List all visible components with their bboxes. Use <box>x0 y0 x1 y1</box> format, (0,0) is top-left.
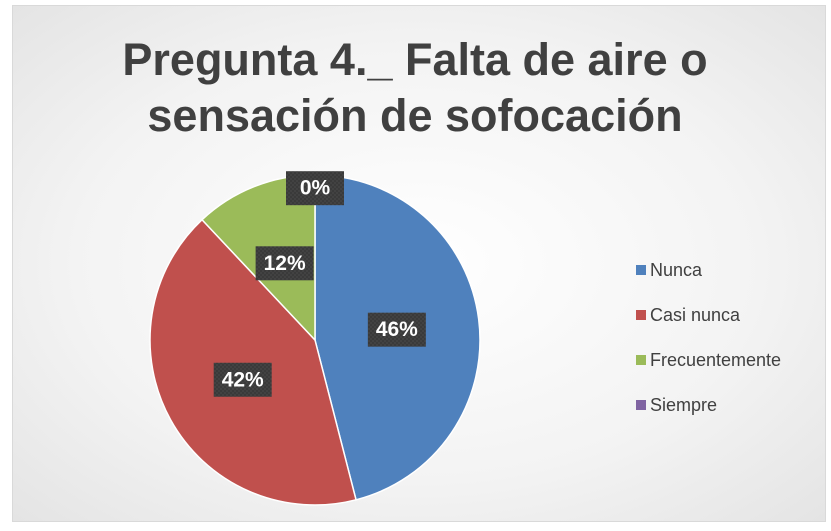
legend-swatch <box>636 310 646 320</box>
data-label: 0% <box>300 177 331 200</box>
data-label-box <box>255 246 314 281</box>
data-label-box <box>286 171 344 206</box>
legend-label: Nunca <box>650 260 703 280</box>
data-label: 46% <box>376 318 418 341</box>
legend-swatch <box>636 400 646 410</box>
data-label-box <box>213 362 272 397</box>
legend-label: Frecuentemente <box>650 350 781 370</box>
legend-label: Casi nunca <box>650 305 741 325</box>
data-label-box <box>367 312 426 347</box>
chart-title: Pregunta 4._ Falta de aire o sensación d… <box>122 34 708 141</box>
data-label: 12% <box>264 252 306 275</box>
data-label: 42% <box>222 368 264 391</box>
legend-label: Siempre <box>650 395 717 415</box>
legend-swatch <box>636 355 646 365</box>
pie-slice <box>149 218 357 506</box>
legend-swatch <box>636 265 646 275</box>
